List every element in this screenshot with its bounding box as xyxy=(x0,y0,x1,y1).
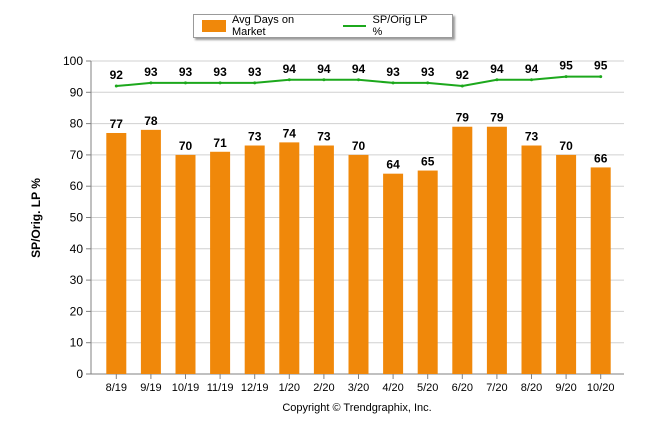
line-value-label: 93 xyxy=(248,65,262,79)
y-tick-label: 30 xyxy=(70,273,84,287)
line-value-label: 95 xyxy=(594,59,608,73)
bar-value-label: 70 xyxy=(559,139,573,153)
bar-value-label: 78 xyxy=(144,114,158,128)
x-tick-label: 1/20 xyxy=(279,382,300,394)
x-tick-label: 9/20 xyxy=(555,382,576,394)
line-point xyxy=(426,81,430,85)
line-value-label: 93 xyxy=(386,65,400,79)
bar-value-label: 70 xyxy=(179,139,193,153)
legend-line-swatch xyxy=(342,25,367,27)
bar-value-label: 71 xyxy=(213,136,227,150)
line-value-label: 93 xyxy=(179,65,193,79)
bar xyxy=(175,154,196,374)
legend: Avg Days on Market SP/Orig LP % xyxy=(193,14,453,38)
line-point xyxy=(357,78,360,82)
bar xyxy=(313,145,334,374)
y-tick-label: 50 xyxy=(70,211,84,225)
x-tick-label: 3/20 xyxy=(348,382,369,394)
bar-value-label: 73 xyxy=(248,130,262,144)
bar-value-label: 79 xyxy=(456,111,470,125)
bar xyxy=(556,154,577,374)
y-tick-label: 80 xyxy=(70,117,84,131)
bar xyxy=(348,154,369,374)
copyright-text: Copyright © Trendgraphix, Inc. xyxy=(282,402,432,414)
line-value-label: 94 xyxy=(317,62,331,76)
bar xyxy=(417,170,438,374)
bar xyxy=(210,151,231,374)
x-tick-label: 10/20 xyxy=(587,382,615,394)
line-point xyxy=(184,81,187,85)
bar-value-label: 79 xyxy=(490,111,504,125)
legend-bar-label: Avg Days on Market xyxy=(231,14,295,38)
line-point xyxy=(599,75,603,79)
bar xyxy=(590,167,611,374)
y-tick-label: 90 xyxy=(70,85,84,99)
line-value-label: 93 xyxy=(421,65,435,79)
legend-item-bar: Avg Days on Market xyxy=(202,14,331,38)
line-point xyxy=(460,84,464,88)
y-tick-label: 0 xyxy=(76,367,83,381)
bar xyxy=(106,132,127,374)
x-tick-label: 5/20 xyxy=(417,382,438,394)
line-point xyxy=(564,75,568,79)
line-point xyxy=(114,84,118,88)
y-tick-label: 60 xyxy=(70,179,84,193)
line-value-label: 93 xyxy=(144,65,158,79)
line-value-label: 94 xyxy=(525,62,539,76)
bar xyxy=(140,129,161,374)
line-point xyxy=(218,81,222,85)
x-tick-label: 10/19 xyxy=(172,382,200,394)
bar xyxy=(452,126,473,374)
legend-line-label: SP/Orig LP % xyxy=(372,14,428,38)
bar xyxy=(486,126,507,374)
bar-value-label: 73 xyxy=(317,130,331,144)
y-tick-label: 100 xyxy=(63,54,83,68)
x-tick-label: 4/20 xyxy=(382,382,403,394)
x-tick-label: 12/19 xyxy=(241,382,269,394)
line-point xyxy=(530,78,533,82)
bar-value-label: 74 xyxy=(283,126,297,140)
line-value-label: 95 xyxy=(559,59,573,73)
bar-value-label: 65 xyxy=(421,155,435,169)
x-tick-label: 11/19 xyxy=(207,382,234,394)
line-value-label: 94 xyxy=(352,62,366,76)
bar-value-label: 66 xyxy=(594,151,608,165)
x-tick-label: 9/19 xyxy=(140,382,161,394)
line-value-label: 94 xyxy=(283,62,297,76)
line-point xyxy=(322,78,326,82)
x-tick-label: 6/20 xyxy=(452,382,473,394)
bar xyxy=(244,145,265,374)
line-point xyxy=(287,78,291,82)
line-value-label: 94 xyxy=(490,62,504,76)
line-value-label: 93 xyxy=(213,65,227,79)
bar xyxy=(279,142,300,374)
line-value-label: 92 xyxy=(110,68,124,82)
line-point xyxy=(391,81,395,85)
bar-value-label: 64 xyxy=(386,158,400,172)
line-value-label: 92 xyxy=(456,68,470,82)
line-point xyxy=(495,78,499,82)
bar-value-label: 73 xyxy=(525,130,539,144)
x-tick-label: 2/20 xyxy=(313,382,334,394)
line-point xyxy=(253,81,257,85)
bar xyxy=(383,173,404,374)
y-tick-label: 20 xyxy=(70,304,84,318)
y-tick-label: 70 xyxy=(70,148,84,162)
x-tick-label: 8/19 xyxy=(106,382,127,394)
x-tick-label: 7/20 xyxy=(486,382,507,394)
bar-value-label: 70 xyxy=(352,139,366,153)
bar-value-label: 77 xyxy=(110,117,124,131)
line-point xyxy=(149,81,153,85)
y-tick-label: 40 xyxy=(70,242,84,256)
x-tick-label: 8/20 xyxy=(521,382,542,394)
y-tick-label: 10 xyxy=(70,336,84,350)
bar xyxy=(521,145,542,374)
legend-bar-swatch xyxy=(202,20,226,32)
legend-item-line: SP/Orig LP % xyxy=(342,14,440,38)
